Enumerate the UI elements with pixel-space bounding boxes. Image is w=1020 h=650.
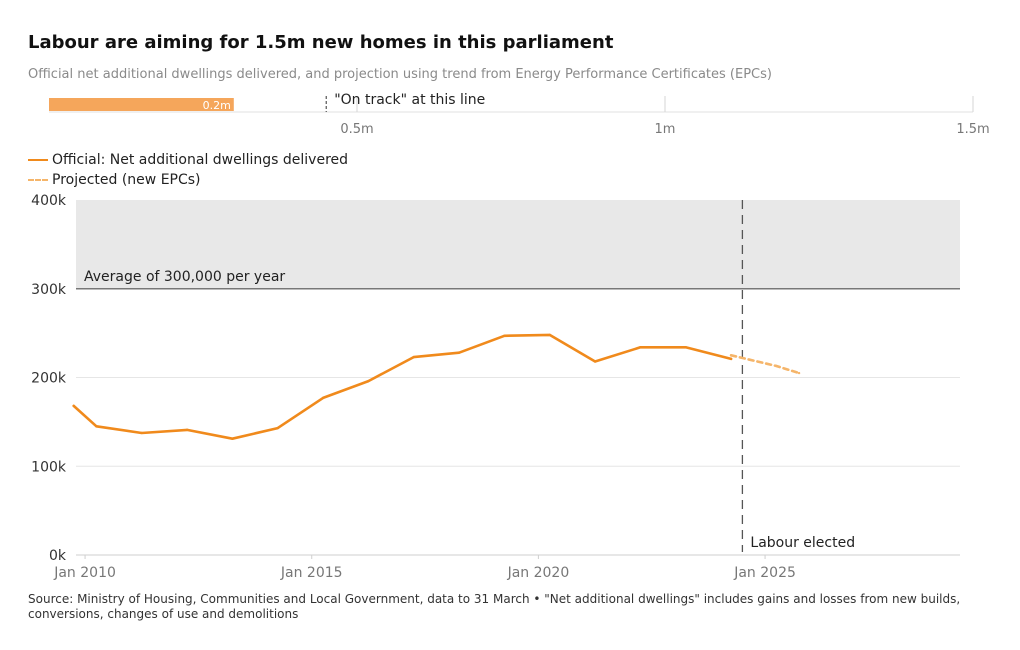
y-tick-label-2: 200k xyxy=(31,371,67,387)
y-tick-label-3: 300k xyxy=(31,282,67,298)
x-tick-label-1: Jan 2015 xyxy=(280,565,343,581)
data-point-projected-0 xyxy=(729,354,733,357)
chart-subtitle: Official net additional dwellings delive… xyxy=(28,67,772,82)
progress-fill-bar xyxy=(49,98,234,111)
legend-label-official: Official: Net additional dwellings deliv… xyxy=(52,152,349,168)
series-line-projected xyxy=(729,354,801,375)
legend-item-official: Official: Net additional dwellings deliv… xyxy=(28,150,348,170)
gridlines xyxy=(76,377,960,467)
progress-tracker: 0.5m 1m 1.5m 0.2m "On track" at this line xyxy=(49,92,990,137)
series-line-official xyxy=(72,333,733,440)
data-point-official-13 xyxy=(639,346,642,349)
data-point-official-10 xyxy=(503,334,506,337)
data-point-official-9 xyxy=(457,351,461,354)
data-point-projected-1 xyxy=(775,364,778,368)
progress-ticks: 0.5m 1m 1.5m xyxy=(340,96,990,137)
legend-swatch-solid xyxy=(28,159,48,161)
x-tick-label-3: Jan 2025 xyxy=(733,565,796,581)
target-band xyxy=(76,200,960,289)
legend-item-projected: Projected (new EPCs) xyxy=(28,170,348,190)
data-point-official-2 xyxy=(140,431,143,435)
data-point-official-4 xyxy=(231,437,234,440)
x-tick-label-2: Jan 2020 xyxy=(507,565,570,581)
data-point-official-12 xyxy=(593,360,597,363)
progress-value-label: 0.2m xyxy=(203,99,231,112)
legend-swatch-dashed xyxy=(28,179,48,181)
chart-title: Labour are aiming for 1.5m new homes in … xyxy=(28,32,614,53)
y-tick-label-4: 400k xyxy=(31,193,67,209)
series-group xyxy=(72,333,801,440)
progress-tick-label-2: 1.5m xyxy=(956,122,989,137)
data-point-official-15 xyxy=(729,357,733,361)
progress-tick-label-0: 0.5m xyxy=(340,122,373,137)
reference-line-label: Average of 300,000 per year xyxy=(84,269,285,285)
data-point-official-0 xyxy=(72,404,75,408)
data-point-official-5 xyxy=(276,426,279,430)
legend: Official: Net additional dwellings deliv… xyxy=(28,150,348,190)
data-point-official-3 xyxy=(185,428,189,432)
progress-tick-label-1: 1m xyxy=(655,122,676,137)
data-point-official-8 xyxy=(412,355,415,359)
on-track-label: "On track" at this line xyxy=(334,92,485,108)
x-axis-labels: Jan 2010 Jan 2015 Jan 2020 Jan 2025 xyxy=(53,555,796,581)
y-axis-labels: 0k 100k 200k 300k 400k xyxy=(31,193,67,564)
data-point-official-6 xyxy=(321,396,325,400)
legend-label-projected: Projected (new EPCs) xyxy=(52,172,201,188)
x-tick-label-0: Jan 2010 xyxy=(53,565,116,581)
data-point-official-14 xyxy=(684,346,687,349)
data-point-official-7 xyxy=(367,379,370,383)
data-point-official-1 xyxy=(95,425,98,428)
labour-elected-label: Labour elected xyxy=(750,535,855,551)
data-point-official-11 xyxy=(548,333,551,337)
y-tick-label-0: 0k xyxy=(49,548,67,564)
data-point-projected-2 xyxy=(797,371,801,375)
y-tick-label-1: 100k xyxy=(31,459,67,475)
line-chart: Average of 300,000 per year 0k 100k 200k 30… xyxy=(31,193,960,581)
source-note: Source: Ministry of Housing, Communities… xyxy=(28,592,961,621)
